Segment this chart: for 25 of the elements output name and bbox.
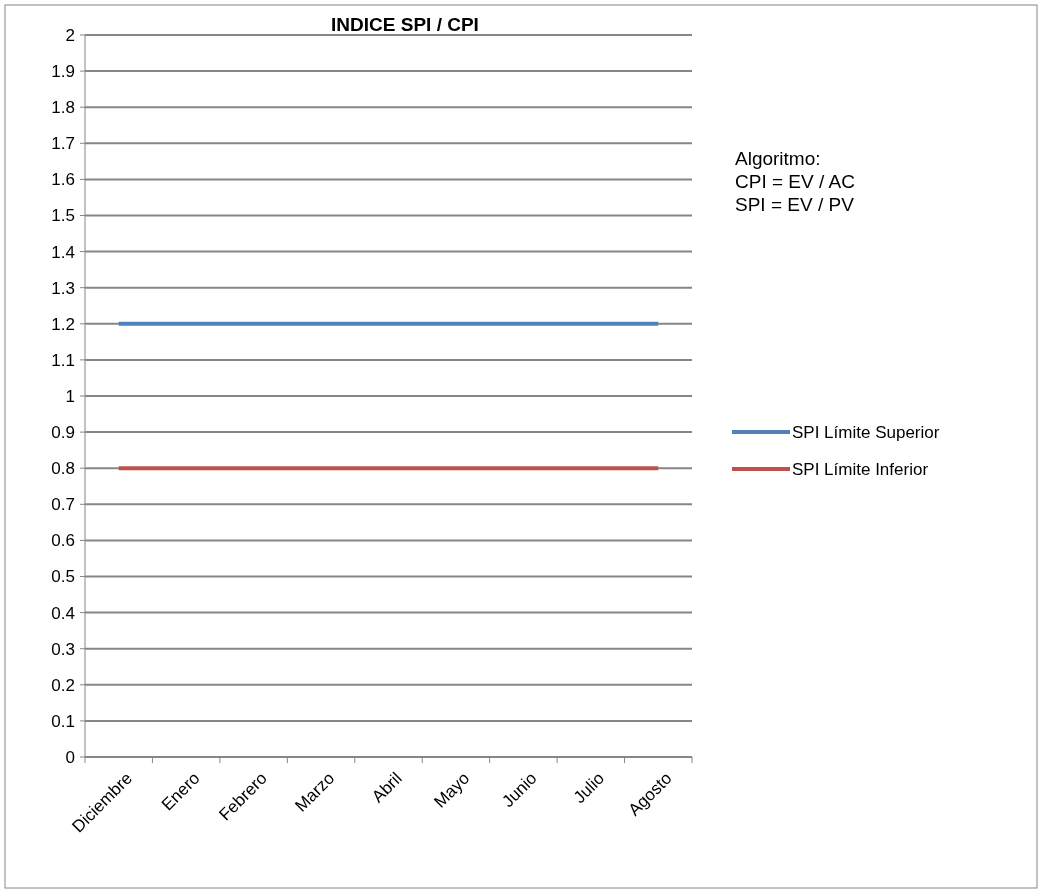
- y-tick-label: 0.6: [51, 531, 75, 551]
- y-tick-label: 1.4: [51, 242, 75, 262]
- y-tick-label: 0.2: [51, 675, 75, 695]
- y-tick-label: 1.9: [51, 62, 75, 82]
- y-tick-label: 2: [65, 25, 75, 45]
- y-tick-label: 1.7: [51, 134, 75, 154]
- chart-title: INDICE SPI / CPI: [331, 14, 479, 35]
- y-tick-label: 1: [65, 386, 75, 406]
- y-tick-label: 1.8: [51, 98, 75, 118]
- y-tick-label: 0.7: [51, 495, 75, 515]
- y-tick-label: 0.3: [51, 639, 75, 659]
- y-tick-label: 1.3: [51, 278, 75, 298]
- y-tick-label: 1.6: [51, 170, 75, 190]
- y-tick-label: 0.5: [51, 567, 75, 587]
- y-tick-label: 1.2: [51, 314, 75, 334]
- y-tick-label: 0.8: [51, 459, 75, 479]
- y-tick-label: 1.1: [51, 350, 75, 370]
- y-tick-label: 0.9: [51, 423, 75, 443]
- legend-label: SPI Límite Superior: [792, 422, 940, 442]
- y-tick-label: 0.1: [51, 711, 75, 731]
- y-tick-label: 0: [65, 747, 75, 767]
- legend-label: SPI Límite Inferior: [792, 459, 929, 479]
- y-tick-label: 1.5: [51, 206, 75, 226]
- text: Algoritmo: CPI = EV / AC SPI = EV / PV: [735, 148, 855, 215]
- y-tick-label: 0.4: [51, 603, 75, 623]
